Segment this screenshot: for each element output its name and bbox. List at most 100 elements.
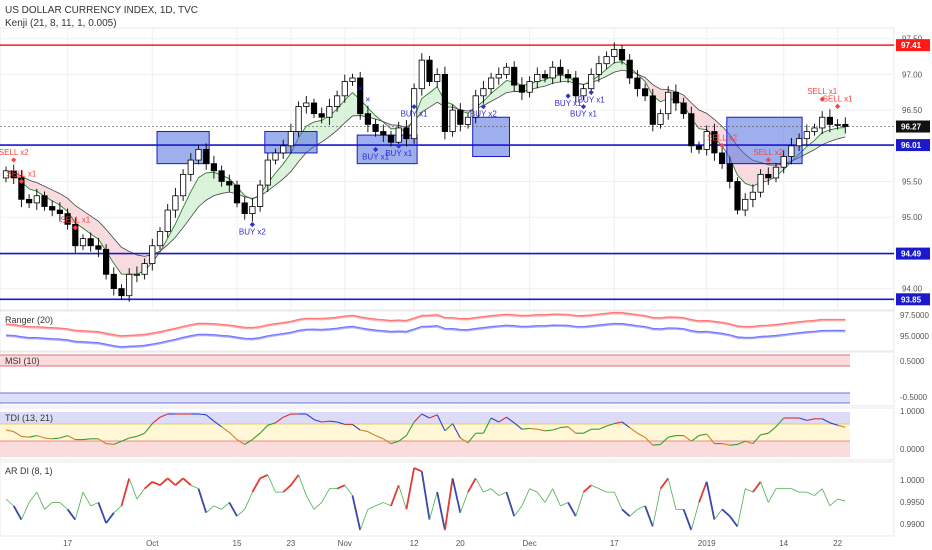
ardi-line-segment bbox=[113, 505, 122, 514]
tdi-line-segment bbox=[745, 440, 754, 445]
candle-up bbox=[611, 49, 618, 57]
ardi-line-segment bbox=[405, 467, 415, 510]
candle-down bbox=[511, 66, 518, 86]
tdi-line-segment bbox=[513, 422, 523, 430]
msi-title: MSI (10) bbox=[5, 356, 40, 366]
candle-up bbox=[788, 145, 795, 157]
cloud-segment-bear bbox=[691, 102, 699, 129]
tdi-line-segment bbox=[629, 427, 638, 434]
tdi-line-segment bbox=[490, 417, 500, 423]
ranger-axis: 97.5000 95.0000 bbox=[900, 311, 929, 341]
candle-down bbox=[41, 195, 48, 207]
cloud-segment-bull bbox=[275, 163, 284, 185]
tdi-line-segment bbox=[567, 426, 577, 434]
candle-down bbox=[364, 113, 372, 125]
candle-up bbox=[341, 81, 348, 97]
tdi-line-segment bbox=[321, 420, 330, 423]
time-tick-label: Oct bbox=[146, 539, 159, 548]
ardi-line-segment bbox=[390, 484, 400, 507]
tdi-line-segment bbox=[360, 429, 369, 433]
candle-up bbox=[757, 173, 764, 193]
price-axis: 94.0094.5095.0095.5096.0096.5097.0097.50… bbox=[896, 35, 930, 306]
tdi-lines bbox=[0, 412, 850, 457]
ardi-line-segment bbox=[544, 488, 554, 503]
tdi-line-segment bbox=[544, 429, 553, 432]
ardi-line-segment bbox=[375, 502, 384, 507]
cloud-segment-bear bbox=[652, 84, 661, 102]
cloud-segment-bull bbox=[283, 153, 291, 179]
tdi-line-segment bbox=[59, 435, 68, 439]
candle-down bbox=[203, 148, 210, 165]
candle-down bbox=[842, 123, 849, 127]
tdi-line-segment bbox=[398, 435, 407, 442]
cloud-segment-bull bbox=[344, 92, 353, 123]
time-tick-label: 17 bbox=[63, 539, 72, 548]
tdi-line-segment bbox=[367, 431, 376, 437]
tdi-tick-label: 0.0000 bbox=[900, 445, 925, 454]
tdi-line-segment bbox=[598, 425, 607, 430]
ranger-pane[interactable]: Ranger (20) 97.5000 95.0000 bbox=[0, 310, 929, 352]
candle-down bbox=[72, 223, 79, 247]
candle-down bbox=[634, 77, 641, 90]
candle-down bbox=[695, 145, 703, 150]
candle-down bbox=[826, 116, 834, 125]
candle-up bbox=[480, 88, 487, 97]
tdi-line-segment bbox=[452, 423, 461, 439]
tdi-line-segment bbox=[637, 432, 646, 438]
candle-down bbox=[357, 77, 364, 115]
time-tick-label: Nov bbox=[338, 539, 352, 548]
candle-down bbox=[642, 88, 649, 97]
kenji-cloud bbox=[5, 61, 846, 275]
tdi-line-segment bbox=[313, 419, 322, 423]
tdi-line-segment bbox=[537, 428, 546, 432]
time-tick-label: 23 bbox=[286, 539, 295, 548]
ardi-line-segment bbox=[190, 484, 199, 490]
price-tick-label: 95.50 bbox=[902, 177, 923, 186]
ranger-upper-line bbox=[5, 311, 846, 337]
tdi-line-segment bbox=[405, 421, 415, 436]
candle-up bbox=[264, 159, 271, 186]
tdi-line-segment bbox=[498, 416, 507, 423]
ardi-line-segment bbox=[505, 491, 516, 517]
candle-up bbox=[603, 56, 610, 65]
sell-marker bbox=[765, 157, 771, 163]
ardi-title: AR DI (8, 1) bbox=[5, 466, 53, 476]
candle-down bbox=[426, 59, 433, 82]
candle-down bbox=[680, 102, 687, 115]
ardi-line-segment bbox=[12, 505, 23, 521]
tdi-line-segment bbox=[113, 440, 122, 445]
ardi-line-segment bbox=[791, 488, 800, 493]
ardi-line-segment bbox=[821, 488, 831, 507]
ardi-line-segment bbox=[737, 488, 746, 527]
ardi-line-segment bbox=[359, 509, 369, 531]
candle-up bbox=[503, 66, 510, 75]
ardi-pane[interactable]: AR DI (8, 1) 1.0000 0.9950 0.9900 bbox=[0, 461, 925, 537]
ardi-line-segment bbox=[591, 484, 600, 490]
candle-down bbox=[541, 74, 549, 79]
ardi-line-segment bbox=[90, 502, 99, 507]
candle-up bbox=[803, 131, 810, 140]
candle-up bbox=[464, 116, 472, 125]
tdi-line-segment bbox=[98, 438, 107, 445]
candle-down bbox=[719, 152, 726, 165]
tdi-pane[interactable]: TDI (13, 21) 1.0000 0.0000 bbox=[0, 407, 925, 461]
ardi-axis: 1.0000 0.9950 0.9900 bbox=[900, 476, 925, 529]
candle-down bbox=[110, 273, 117, 289]
candle-up bbox=[487, 77, 495, 90]
ardi-tick-label: 0.9900 bbox=[900, 520, 925, 529]
candle-up bbox=[395, 127, 402, 143]
time-tick-label: 12 bbox=[410, 539, 419, 548]
tdi-line-segment bbox=[760, 432, 769, 436]
ardi-line-segment bbox=[429, 492, 438, 520]
candle-down bbox=[10, 170, 17, 179]
price-tick-label: 96.50 bbox=[902, 106, 923, 115]
ardi-line-segment bbox=[806, 491, 815, 496]
tdi-line-segment bbox=[275, 416, 284, 424]
ardi-line-segment bbox=[513, 505, 523, 517]
ardi-line-segment bbox=[167, 477, 177, 486]
cloud-segment-bull bbox=[183, 191, 191, 228]
msi-pane[interactable]: MSI (10) 0.5000 -0.5000 bbox=[0, 351, 928, 407]
ardi-line-segment bbox=[714, 509, 723, 520]
candle-up bbox=[796, 138, 803, 147]
horizontal-levels bbox=[0, 44, 894, 301]
